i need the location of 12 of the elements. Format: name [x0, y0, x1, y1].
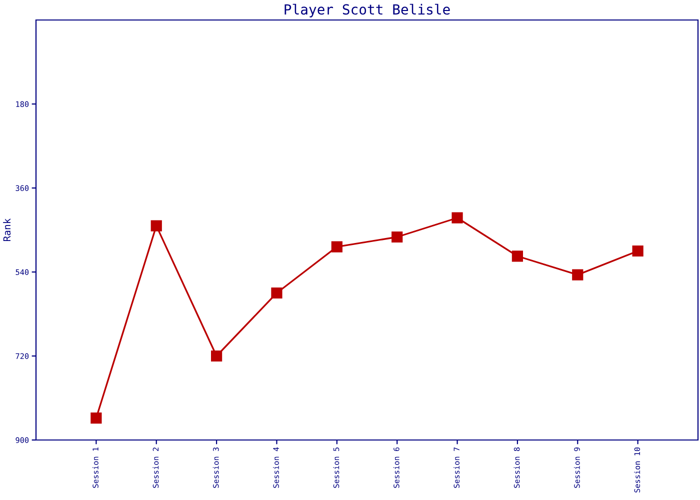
chart-title: Player Scott Belisle	[284, 4, 450, 18]
point	[271, 287, 282, 299]
point	[632, 245, 644, 257]
point	[572, 269, 584, 280]
point	[210, 350, 222, 362]
point	[90, 412, 102, 424]
point	[331, 241, 342, 252]
point	[150, 220, 162, 232]
y-axis-title: Rank	[3, 218, 11, 242]
point	[512, 250, 524, 262]
point	[452, 212, 463, 224]
point	[392, 231, 403, 243]
